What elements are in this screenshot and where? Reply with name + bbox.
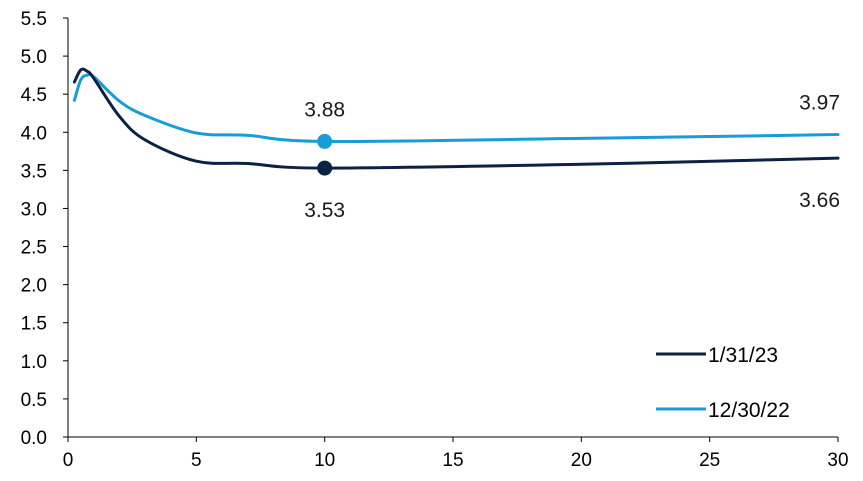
data-label: 3.53	[304, 199, 345, 222]
y-tick-label: 4.5	[21, 85, 47, 106]
y-tick-label: 4.0	[21, 123, 47, 144]
y-tick-label: 2.0	[21, 276, 47, 297]
legend: 1/31/23 12/30/22	[656, 344, 790, 422]
data-label: 3.88	[304, 98, 345, 121]
data-label: 3.66	[799, 189, 840, 212]
y-tick-label: 3.5	[21, 161, 47, 182]
x-tick-label: 0	[63, 450, 74, 471]
y-tick-label: 5.5	[21, 9, 47, 30]
series-line-0	[72, 67, 840, 170]
legend-label: 12/30/22	[708, 399, 790, 422]
y-tick-label: 1.0	[21, 352, 47, 373]
y-tick-label: 0.0	[21, 428, 47, 449]
x-tick-label: 10	[314, 450, 335, 471]
series-lines	[72, 67, 840, 176]
x-tick-label: 25	[699, 450, 720, 471]
data-label: 3.97	[799, 92, 840, 115]
x-tick-label: 5	[191, 450, 202, 471]
series-marker-0	[317, 160, 333, 176]
x-tick-label: 15	[442, 450, 463, 471]
x-tick-label: 20	[571, 450, 592, 471]
y-tick-label: 5.0	[21, 47, 47, 68]
series-line-1	[72, 72, 840, 143]
series-marker-1	[317, 133, 333, 149]
y-tick-label: 1.5	[21, 314, 47, 335]
axes: 0.0 0.5 1.0 1.5 2.0 2.5 3.0 3.5 4.0 4.5 5.0 5.5 0 5 10…	[21, 9, 849, 471]
x-tick-label: 30	[827, 450, 848, 471]
y-tick-label: 0.5	[21, 390, 47, 411]
legend-label: 1/31/23	[708, 344, 778, 367]
data-labels: 3.53 3.66 3.88 3.97	[304, 92, 840, 223]
y-tick-label: 3.0	[21, 199, 47, 220]
y-tick-label: 2.5	[21, 238, 47, 259]
